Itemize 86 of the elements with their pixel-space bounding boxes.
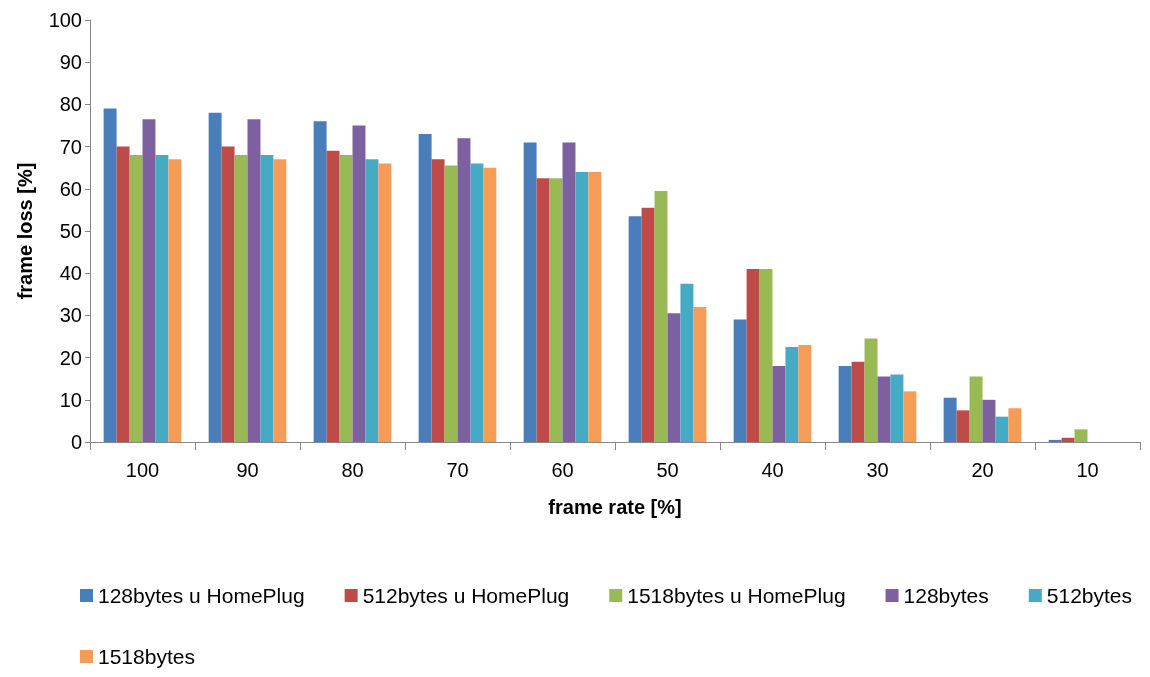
y-tick-label: 70 (59, 135, 82, 158)
x-tick-label: 50 (656, 459, 679, 481)
bar (313, 121, 327, 442)
bar (956, 410, 970, 442)
bar (457, 138, 471, 442)
y-tick-label: 90 (59, 51, 82, 74)
legend-label: 512bytes (1046, 584, 1133, 607)
bar (1074, 429, 1088, 442)
bar (523, 142, 537, 442)
x-tick-label: 10 (1076, 459, 1099, 481)
bar (562, 142, 576, 442)
bar (588, 171, 602, 442)
y-tick-label: 30 (59, 304, 82, 327)
legend-label: 512bytes u HomePlug (362, 584, 570, 607)
legend-label: 128bytes (903, 584, 989, 607)
bar (798, 344, 812, 442)
bar (864, 338, 878, 442)
bar (654, 190, 668, 442)
y-tick-label: 0 (70, 431, 82, 453)
bar (444, 165, 458, 442)
bar (838, 366, 852, 442)
x-tick-label: 30 (866, 459, 889, 481)
bar (273, 159, 287, 442)
bar (260, 155, 274, 442)
bar (1008, 408, 1022, 442)
bar (470, 163, 484, 442)
bar (1048, 439, 1062, 442)
x-tick-label: 20 (971, 459, 994, 481)
bar (365, 159, 379, 442)
legend-label: 128bytes u HomePlug (98, 584, 305, 607)
bar (234, 155, 248, 442)
bar (129, 155, 143, 442)
bar (851, 361, 865, 442)
bar (418, 133, 432, 442)
legend-label: 1518bytes (98, 645, 195, 668)
x-tick-label: 80 (341, 459, 364, 481)
bar (877, 376, 891, 442)
bar (667, 313, 681, 442)
bar (890, 374, 904, 442)
y-tick-label: 40 (59, 262, 82, 285)
bar (641, 207, 655, 442)
bar (247, 119, 261, 442)
x-tick-label: 40 (761, 459, 784, 481)
y-tick-label: 60 (59, 177, 82, 200)
bar (208, 112, 222, 442)
x-tick-label: 100 (125, 459, 160, 481)
bar (982, 399, 996, 442)
y-tick-label: 50 (59, 220, 82, 242)
bar (155, 155, 169, 442)
bar (680, 283, 694, 442)
legend-label: 1518bytes u HomePlug (627, 584, 846, 607)
bar (772, 366, 786, 442)
bar (759, 268, 773, 442)
x-tick-label: 70 (446, 459, 469, 481)
bar (339, 155, 353, 442)
y-tick-label: 80 (59, 93, 82, 116)
bar (785, 347, 799, 442)
bar (1061, 437, 1075, 442)
bar (378, 163, 392, 442)
bar (221, 146, 235, 442)
x-tick-label: 60 (551, 459, 574, 481)
bar (103, 108, 117, 442)
y-tick-label: 10 (59, 388, 82, 411)
y-axis-title: frame loss [%] (14, 162, 36, 300)
bar (903, 391, 917, 442)
bar (628, 216, 642, 442)
bar (352, 125, 366, 442)
bar (483, 167, 497, 442)
bar (326, 150, 340, 442)
bar (575, 171, 589, 442)
bar (693, 306, 707, 442)
bar (995, 416, 1009, 442)
x-tick-label: 90 (236, 459, 259, 481)
bar (746, 268, 760, 442)
bar (969, 376, 983, 442)
y-tick-label: 20 (59, 346, 82, 369)
bar (733, 319, 747, 442)
bar (168, 159, 182, 442)
bar (142, 119, 156, 442)
bar (431, 159, 445, 442)
bar (943, 397, 957, 442)
bar (116, 146, 130, 442)
x-axis-title: frame rate [%] (548, 496, 682, 518)
bar (536, 178, 550, 442)
bar (549, 178, 563, 442)
y-tick-label: 100 (48, 9, 82, 31)
